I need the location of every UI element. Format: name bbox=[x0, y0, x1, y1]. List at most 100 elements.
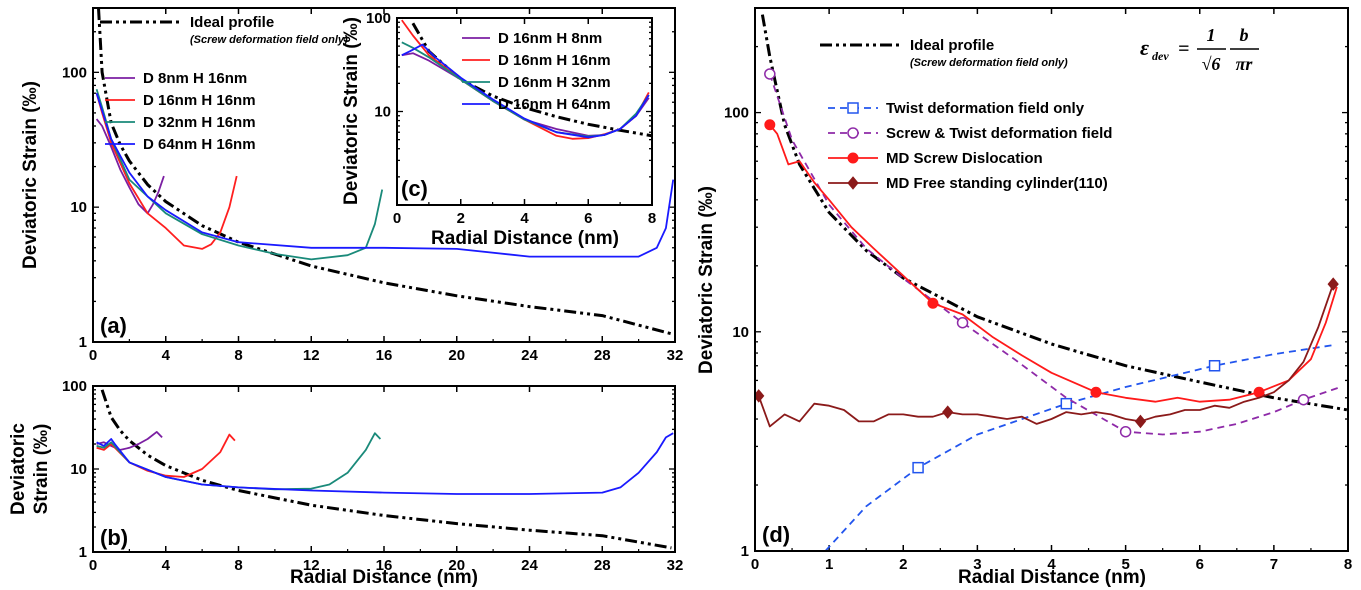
plot-background bbox=[397, 18, 652, 205]
series-line-d-16nm-h-16nm bbox=[95, 92, 238, 250]
series-marker-screw-twist-deformation-field bbox=[1297, 393, 1310, 406]
series-line-md-free-standing-cylinder-110 bbox=[757, 283, 1335, 428]
y-axis-label: Deviatoric Strain (‰) bbox=[696, 186, 717, 374]
x-tick-label: 28 bbox=[594, 347, 611, 364]
legend-label-screw-twist-deformation-field: Screw & Twist deformation field bbox=[886, 125, 1112, 142]
y-tick-label: 100 bbox=[62, 378, 87, 395]
x-tick-label: 24 bbox=[521, 557, 538, 574]
legend-label-md-free-standing-cylinder-110: MD Free standing cylinder(110) bbox=[886, 175, 1108, 192]
x-tick-label: 12 bbox=[303, 347, 320, 364]
legend-sublabel-ideal-profile: (Screw deformation field only) bbox=[190, 34, 348, 46]
y-tick-label: 10 bbox=[70, 199, 87, 216]
series-line-md-screw-dislocation bbox=[769, 124, 1338, 403]
y-axis-label: Deviatoric Strain (‰) bbox=[20, 81, 41, 269]
series-line-d-64nm-h-16nm bbox=[95, 92, 675, 258]
series-marker-twist-deformation-field-only bbox=[912, 461, 924, 474]
legend-label-ideal-profile: Ideal profile bbox=[910, 37, 994, 54]
series-line-twist-deformation-field-only bbox=[824, 344, 1334, 551]
legend-sublabel-ideal-profile: (Screw deformation field only) bbox=[910, 57, 1068, 69]
legend-marker-md-free-standing-cylinder-110 bbox=[847, 176, 859, 190]
x-tick-label: 6 bbox=[1196, 556, 1204, 573]
series-line-ideal-profile bbox=[100, 389, 672, 550]
x-tick-label: 4 bbox=[162, 347, 171, 364]
x-tick-label: 32 bbox=[667, 347, 684, 364]
legend-label-d-16nm-h-8nm: D 16nm H 8nm bbox=[498, 30, 602, 47]
y-tick-label: 1 bbox=[79, 334, 87, 351]
x-axis-label: Radial Distance (nm) bbox=[958, 567, 1146, 588]
legend-label-d-16nm-h-64nm: D 16nm H 64nm bbox=[498, 96, 611, 113]
legend-label-ideal-profile: Ideal profile bbox=[190, 14, 274, 31]
x-tick-label: 8 bbox=[234, 347, 242, 364]
x-tick-label: 16 bbox=[376, 347, 393, 364]
x-tick-label: 0 bbox=[89, 347, 97, 364]
series-marker-md-free-standing-cylinder-110 bbox=[942, 405, 954, 419]
legend-label-d-32nm-h-16nm: D 32nm H 16nm bbox=[143, 114, 256, 131]
plot-frame bbox=[754, 7, 1349, 552]
series-marker-md-free-standing-cylinder-110 bbox=[1134, 414, 1147, 429]
legend-label-md-screw-dislocation: MD Screw Dislocation bbox=[886, 150, 1043, 167]
panel-label: (a) bbox=[100, 313, 127, 338]
y-tick-label: 10 bbox=[70, 461, 87, 478]
formula-denominator-2: πr bbox=[1236, 54, 1254, 74]
y-tick-label: 10 bbox=[374, 104, 391, 121]
series-line-ideal-profile bbox=[760, 14, 1348, 412]
panel-label: (b) bbox=[100, 525, 128, 550]
series-layer bbox=[96, 389, 674, 550]
x-tick-label: 20 bbox=[448, 347, 465, 364]
x-tick-label: 8 bbox=[234, 557, 242, 574]
formula-numerator-1: 1 bbox=[1207, 25, 1216, 45]
legend-label-d-16nm-h-32nm: D 16nm H 32nm bbox=[498, 74, 611, 91]
x-tick-label: 6 bbox=[584, 210, 592, 227]
x-tick-label: 0 bbox=[89, 557, 97, 574]
y-axis-label-line2: Strain (‰) bbox=[31, 424, 52, 515]
series-line-d-8nm-h-16nm bbox=[95, 118, 165, 215]
series-layer bbox=[755, 14, 1348, 551]
series-line-d-32nm-h-16nm bbox=[96, 432, 382, 491]
formula-equals: = bbox=[1178, 38, 1189, 60]
series-marker-md-free-standing-cylinder-110 bbox=[1327, 277, 1339, 291]
legend-marker-screw-twist-deformation-field bbox=[847, 127, 859, 139]
x-tick-label: 8 bbox=[648, 210, 656, 227]
x-tick-label: 7 bbox=[1270, 556, 1278, 573]
x-tick-label: 5 bbox=[1121, 556, 1129, 573]
x-axis-label: Radial Distance (nm) bbox=[431, 228, 619, 249]
y-axis-label-line1: Deviatoric bbox=[8, 423, 29, 515]
formula-subscript: dev bbox=[1152, 49, 1169, 63]
formula: ε dev = 1 √6 b πr bbox=[1140, 25, 1259, 74]
series-layer bbox=[95, 8, 675, 336]
legend-label-d-64nm-h-16nm: D 64nm H 16nm bbox=[143, 136, 256, 153]
formula-epsilon: ε bbox=[1140, 35, 1149, 60]
x-tick-label: 0 bbox=[751, 556, 759, 573]
x-tick-label: 12 bbox=[303, 557, 320, 574]
series-marker-twist-deformation-field-only bbox=[1208, 359, 1221, 372]
x-tick-label: 16 bbox=[376, 557, 393, 574]
y-tick-label: 1 bbox=[741, 543, 749, 560]
x-tick-label: 4 bbox=[520, 210, 529, 227]
formula-denominator-1: √6 bbox=[1202, 54, 1221, 74]
panel-c: 0 2 4 6 8 10 100 (c) D 16nm H 8nm D 16nm H 16nm D … bbox=[341, 10, 656, 249]
x-axis-label: Radial Distance (nm) bbox=[290, 567, 478, 588]
x-tick-label: 3 bbox=[973, 556, 981, 573]
x-tick-label: 0 bbox=[393, 210, 401, 227]
series-layer bbox=[401, 19, 652, 140]
x-tick-label: 28 bbox=[594, 557, 611, 574]
series-line-ideal-profile bbox=[97, 8, 672, 336]
series-line-d-64nm-h-16nm bbox=[96, 432, 674, 495]
x-tick-label: 4 bbox=[162, 557, 171, 574]
panel-label: (d) bbox=[762, 522, 790, 547]
series-line-d-16nm-h-16nm bbox=[96, 433, 236, 478]
plot-frame bbox=[396, 17, 653, 206]
x-tick-label: 24 bbox=[521, 347, 538, 364]
x-tick-label: 32 bbox=[667, 557, 684, 574]
x-tick-label: 8 bbox=[1344, 556, 1352, 573]
legend-marker-md-screw-dislocation bbox=[847, 152, 859, 164]
series-line-d-16nm-h-64nm bbox=[401, 43, 650, 139]
y-tick-label: 100 bbox=[366, 10, 391, 27]
series-marker-screw-twist-deformation-field bbox=[1119, 425, 1132, 438]
x-tick-label: 2 bbox=[899, 556, 907, 573]
series-marker-md-screw-dislocation bbox=[1090, 386, 1102, 398]
series-marker-md-screw-dislocation bbox=[927, 297, 939, 309]
plot-frame bbox=[92, 385, 676, 553]
